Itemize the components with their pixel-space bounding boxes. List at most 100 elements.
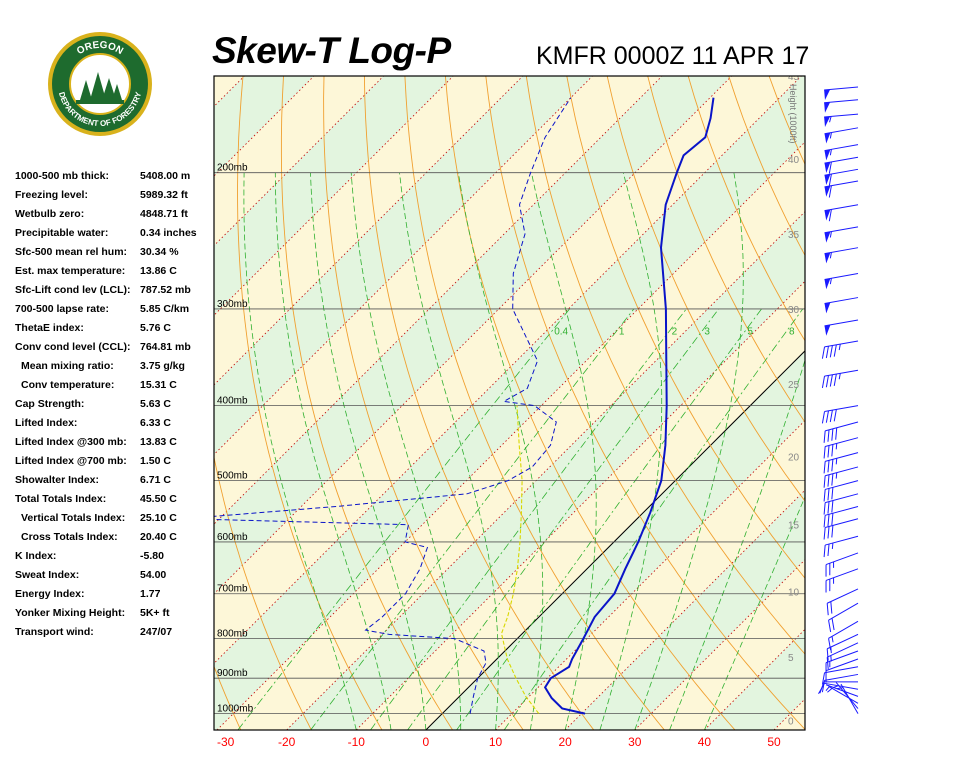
isotherm-band: [704, 629, 805, 730]
x-tick-label: 30: [628, 735, 642, 749]
index-value: 4848.71 ft: [140, 208, 188, 220]
index-value: 13.83 C: [140, 436, 177, 448]
height-tick-label: 15: [788, 521, 800, 532]
pressure-label: 1000mb: [217, 704, 254, 715]
mixing-ratio-label: 0.4: [554, 327, 568, 338]
pressure-label: 800mb: [217, 629, 248, 640]
index-label: Sfc-500 mean rel hum:: [15, 246, 128, 258]
moist-adiabat-line: [274, 172, 392, 730]
height-tick-label: 35: [788, 230, 800, 241]
wind-barb: [821, 666, 859, 685]
pressure-label: 500mb: [217, 471, 248, 482]
moist-adiabat-line: [704, 496, 805, 730]
wind-barb: [823, 535, 859, 558]
height-tick-label: 40: [788, 155, 800, 166]
pressure-label: 200mb: [217, 163, 248, 174]
wind-barb: [824, 144, 859, 161]
mixing-ratio-label: 5: [747, 327, 753, 338]
wind-barb: [824, 319, 859, 336]
mixing-ratio-line: [503, 308, 804, 730]
index-label: Precipitable water:: [15, 227, 109, 239]
parcel-trace-line: [500, 405, 540, 714]
x-tick-label: -30: [217, 735, 235, 749]
plot-area: 0.412358200mb300mb400mb500mb600mb700mb80…: [0, 76, 960, 730]
plot-frame: [213, 75, 806, 731]
isotherm-band: [214, 76, 245, 107]
temperature-profile-line: [543, 97, 715, 715]
index-label: Lifted Index @300 mb:: [15, 436, 127, 448]
index-label: Mean mixing ratio:: [21, 360, 114, 372]
pressure-label: 400mb: [217, 396, 248, 407]
wind-barb: [823, 466, 859, 488]
height-tick-label: 25: [788, 380, 800, 391]
wind-barb: [824, 113, 859, 128]
index-label: Total Totals Index:: [15, 493, 107, 505]
isotherm-line: [0, 76, 175, 730]
wind-barb: [819, 681, 858, 694]
index-value: 45.50 C: [140, 493, 177, 505]
mixing-ratio-line: [370, 308, 687, 730]
index-label: Freezing level:: [15, 189, 88, 201]
index-label: Conv cond level (CCL):: [15, 341, 131, 353]
wind-barb-panel: [818, 86, 859, 714]
index-label: Est. max temperature:: [15, 265, 126, 277]
height-tick-label: 0: [788, 716, 794, 727]
wind-barb: [826, 588, 859, 616]
moist-adiabat-line: [599, 172, 663, 730]
wind-barb: [824, 156, 859, 174]
isotherm-band: [286, 211, 805, 730]
moist-adiabat-line: [399, 172, 499, 730]
wind-barb: [823, 480, 859, 502]
dewpoint-profile-line: [214, 97, 572, 714]
pressure-label: 300mb: [217, 299, 248, 310]
wind-barb: [828, 620, 859, 651]
wind-barb: [824, 168, 859, 186]
index-value: 20.40 C: [140, 531, 177, 543]
index-value: 3.75 g/kg: [140, 360, 185, 372]
index-value: 13.86 C: [140, 265, 177, 277]
mixing-ratio-line: [237, 308, 570, 730]
dry-adiabat-line: [891, 76, 960, 730]
mixing-ratio-line: [456, 308, 762, 730]
index-label: Sfc-Lift cond lev (LCL):: [15, 284, 131, 296]
wind-barb: [825, 552, 859, 577]
moist-adiabat-line: [350, 172, 462, 730]
wind-barb: [825, 568, 859, 593]
wind-barb: [824, 297, 859, 314]
index-label: Lifted Index:: [15, 417, 78, 429]
oregon-forestry-logo: OREGON DEPARTMENT OF FORESTRY: [48, 32, 152, 136]
moist-adiabat-line: [243, 172, 357, 730]
index-label: ThetaE index:: [15, 322, 84, 334]
zero-isotherm-line: [425, 350, 805, 730]
wind-barb: [823, 452, 859, 474]
height-axis-label: Height (1000ft): [788, 84, 798, 144]
pressure-label: 900mb: [217, 668, 248, 679]
isotherm-line: [214, 76, 245, 107]
wind-barb: [823, 421, 859, 443]
index-label: 1000-500 mb thick:: [15, 170, 109, 182]
x-tick-label: 0: [423, 735, 430, 749]
wind-barb: [824, 127, 859, 144]
mixing-ratio-line: [407, 308, 720, 730]
mixing-ratio-label: 8: [789, 327, 795, 338]
moist-adiabat-line: [634, 172, 744, 730]
x-tick-label: -20: [278, 735, 296, 749]
wind-barb: [828, 602, 859, 633]
index-value: 6.71 C: [140, 474, 171, 486]
wind-barb: [827, 685, 859, 704]
index-value: 25.10 C: [140, 512, 177, 524]
wind-barb: [823, 506, 859, 528]
pressure-label: 600mb: [217, 532, 248, 543]
index-label: Lifted Index @700 mb:: [15, 455, 127, 467]
index-value: 15.31 C: [140, 379, 177, 391]
index-value: 787.52 mb: [140, 284, 191, 296]
index-value: 0.34 inches: [140, 227, 197, 239]
index-label: Energy Index:: [15, 588, 85, 600]
logo-top-text: OREGON: [75, 40, 125, 57]
index-value: 6.33 C: [140, 417, 171, 429]
mixing-ratio-label: 1: [619, 327, 625, 338]
wind-barb: [824, 180, 859, 198]
wind-barb: [824, 247, 859, 264]
index-value: 1.77: [140, 588, 161, 600]
